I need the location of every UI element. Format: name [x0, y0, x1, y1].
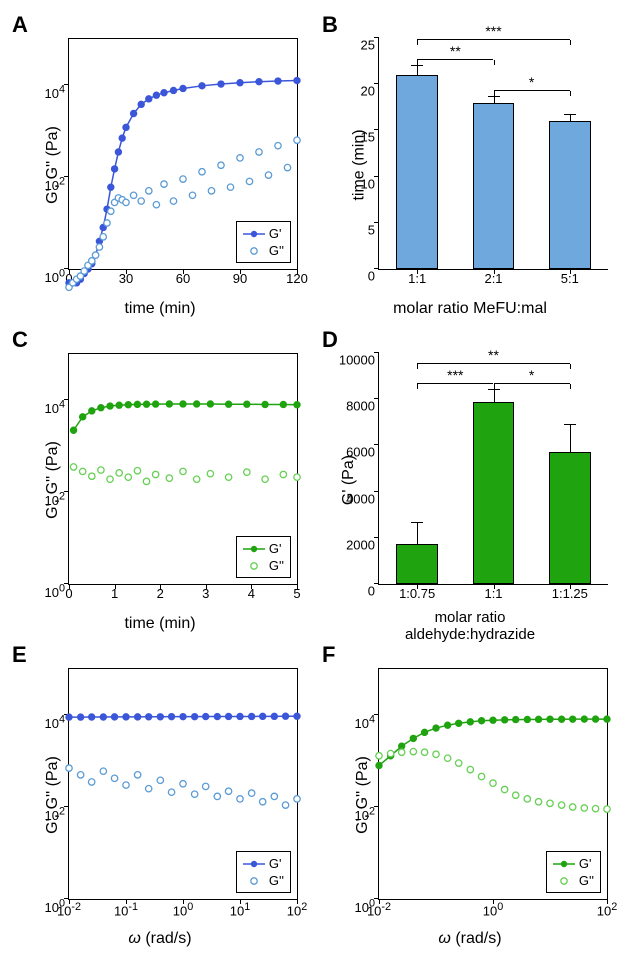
y-tick-label: 2000 [346, 537, 379, 552]
panel-label: B [322, 12, 338, 38]
y-tick-label: 20 [361, 84, 379, 99]
y-tick-label: 5 [368, 222, 379, 237]
x-axis-label: ω (rad/s) [128, 930, 191, 948]
legend-label: G'' [269, 243, 284, 258]
bar [549, 452, 591, 584]
legend: G' G'' [236, 221, 291, 263]
bar [473, 103, 515, 269]
plot-area: 100102104012345G'G'' [68, 353, 298, 585]
panel-C: C100102104012345G'G''G', G'' (Pa)time (m… [10, 325, 310, 635]
legend-label: G'' [269, 558, 284, 573]
bar [396, 75, 438, 269]
bar [549, 121, 591, 269]
y-tick-label: 104 [45, 398, 70, 415]
bar [473, 402, 515, 584]
y-axis-label: G', G'' (Pa) [354, 756, 372, 834]
y-tick-label: 104 [45, 83, 70, 100]
plot-area: 02000400060008000100001:0.751:11:1.25***… [378, 353, 608, 585]
panel-label: A [12, 12, 28, 38]
significance-marker: * [529, 367, 534, 383]
panel-B: B05101520251:12:15:1******time (min)mola… [320, 10, 620, 320]
y-axis-label: G' (Pa) [340, 455, 358, 505]
x-axis-label: ω (rad/s) [438, 930, 501, 948]
panel-label: D [322, 327, 338, 353]
panel-label: C [12, 327, 28, 353]
x-axis-label: molar ratio MeFU:mal [393, 300, 547, 318]
plot-area: 10010210410-210-1100101102G'G'' [68, 668, 298, 900]
bar [396, 544, 438, 584]
legend-label: G' [269, 226, 282, 241]
x-axis-label: molar ratioaldehyde:hydrazide [405, 609, 535, 644]
y-tick-label: 8000 [346, 399, 379, 414]
panel-label: E [12, 642, 27, 668]
y-axis-label: G', G'' (Pa) [44, 441, 62, 519]
legend-label: G'' [269, 873, 284, 888]
y-tick-label: 104 [45, 713, 70, 730]
y-axis-label: G', G'' (Pa) [44, 126, 62, 204]
y-tick-label: 25 [361, 38, 379, 53]
legend: G' G'' [236, 851, 291, 893]
legend: G' G'' [236, 536, 291, 578]
significance-marker: *** [447, 367, 463, 383]
y-tick-label: 10000 [339, 353, 379, 368]
plot-area: 05101520251:12:15:1****** [378, 38, 608, 270]
plot-area: 10010210410-2100102G'G'' [378, 668, 608, 900]
legend-label: G' [579, 856, 592, 871]
x-axis-label: time (min) [124, 615, 195, 633]
y-axis-label: time (min) [351, 129, 369, 200]
panel-label: F [322, 642, 335, 668]
panel-E: E10010210410-210-1100101102G'G''G', G'' … [10, 640, 310, 950]
y-tick-label: 104 [355, 713, 380, 730]
plot-area: 1001021040306090120G'G'' [68, 38, 298, 270]
y-tick-label: 0 [368, 269, 379, 284]
significance-marker: ** [450, 43, 461, 59]
significance-marker: * [529, 74, 534, 90]
panel-F: F10010210410-2100102G'G''G', G'' (Pa)ω (… [320, 640, 620, 950]
legend-label: G' [269, 541, 282, 556]
panel-D: D 02000400060008000100001:0.751:11:1.25**… [320, 325, 620, 635]
panel-A: A1001021040306090120G'G''G', G'' (Pa)tim… [10, 10, 310, 320]
legend-label: G'' [579, 873, 594, 888]
significance-marker: ** [488, 347, 499, 363]
legend: G' G'' [546, 851, 601, 893]
legend-label: G' [269, 856, 282, 871]
y-tick-label: 0 [368, 584, 379, 599]
significance-marker: *** [485, 23, 501, 39]
y-axis-label: G', G'' (Pa) [44, 756, 62, 834]
x-axis-label: time (min) [124, 300, 195, 318]
